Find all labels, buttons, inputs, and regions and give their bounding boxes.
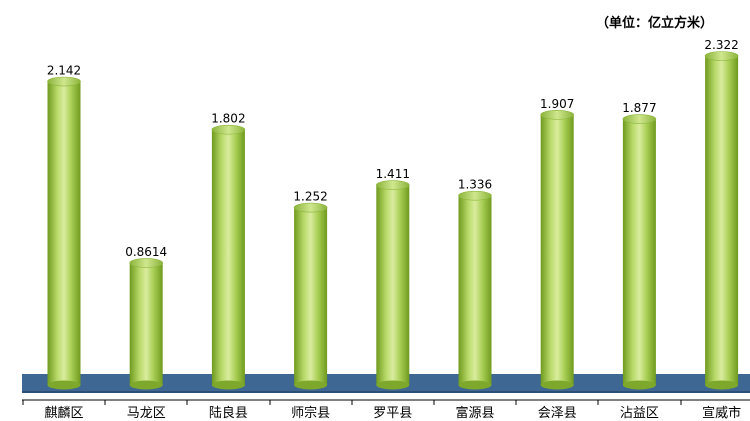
x-axis-category-label: 会泽县 [538, 406, 577, 421]
bar-base [47, 380, 81, 390]
bar [458, 190, 492, 390]
bar [129, 258, 163, 390]
bar-base [294, 380, 328, 390]
bar-cap [129, 258, 163, 268]
bar [211, 124, 246, 390]
bar-body [376, 185, 410, 385]
bar-base [376, 380, 410, 390]
bar-value-label: 2.142 [47, 64, 81, 78]
bar-body [211, 129, 245, 385]
bar-cap [47, 76, 81, 87]
bar-cap [211, 124, 246, 135]
bar-cap [293, 202, 328, 213]
bar [375, 180, 410, 390]
bar-body [129, 262, 163, 385]
unit-label: （单位：亿立方米） [596, 16, 714, 31]
bar-value-label: 1.877 [622, 101, 656, 115]
bar-value-label: 1.252 [293, 190, 327, 204]
bar-base [540, 380, 574, 390]
bar-cap [704, 51, 739, 61]
bar-base [129, 380, 163, 390]
bar-value-label: 1.336 [458, 178, 492, 192]
bar-body [705, 56, 739, 385]
x-axis-category-label: 麒麟区 [44, 405, 83, 421]
bar [622, 114, 657, 390]
x-axis-category-label: 沾益区 [620, 406, 659, 421]
bar-body [294, 207, 328, 385]
bar-cap [622, 114, 657, 124]
bar-cap [458, 190, 492, 201]
bar [293, 202, 328, 390]
bar [540, 110, 575, 390]
x-axis-category-label: 宣威市 [702, 405, 741, 421]
bar-cap [540, 110, 575, 120]
bar-value-label: 1.411 [376, 167, 410, 181]
x-axis-category-label: 罗平县 [373, 406, 412, 421]
value-labels-group: 2.142 0.8614 1.802 1.252 1.411 1.336 1.907 1.87… [47, 38, 739, 259]
x-axis-category-label: 师宗县 [291, 405, 330, 421]
bars-group [47, 51, 739, 390]
bar-body [540, 114, 574, 386]
bar-base [458, 380, 492, 390]
bar-value-label: 2.322 [704, 38, 738, 52]
bar-base [622, 380, 656, 390]
bar-base [211, 380, 245, 390]
bar-body [458, 195, 492, 385]
category-labels-group: 麒麟区 马龙区 陆良县 师宗县 罗平县 富源县 会泽县 沾益区 宣威市 [44, 405, 741, 421]
x-axis-category-label: 马龙区 [127, 406, 166, 421]
bar-body [622, 119, 656, 386]
bar [704, 51, 739, 390]
bar-value-label: 0.8614 [125, 245, 167, 259]
bar-base [705, 380, 739, 390]
bar-cap [375, 180, 410, 190]
bar [47, 76, 81, 390]
bar-value-label: 1.802 [211, 112, 245, 126]
bar-body [47, 81, 81, 385]
x-axis-category-label: 富源县 [455, 405, 494, 421]
bar-value-label: 1.907 [540, 97, 574, 111]
x-axis-category-label: 陆良县 [209, 405, 248, 421]
